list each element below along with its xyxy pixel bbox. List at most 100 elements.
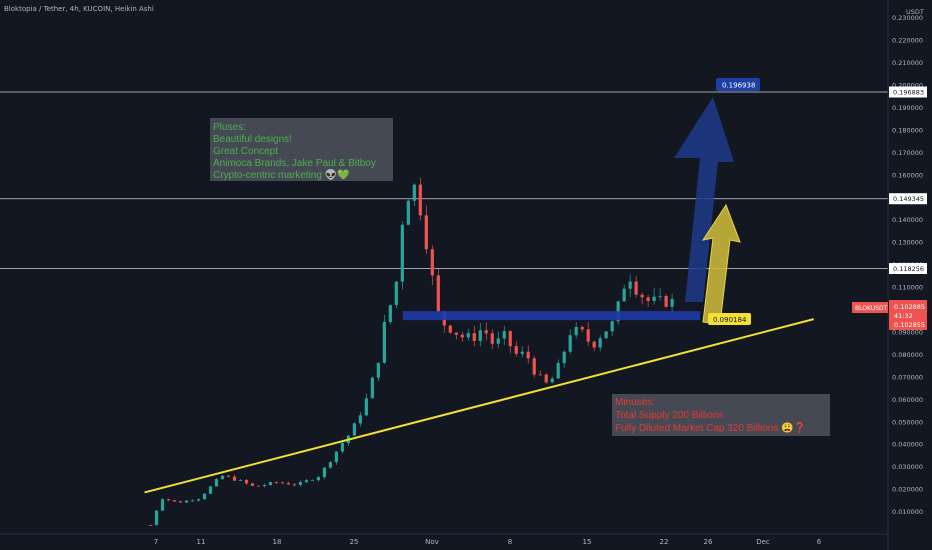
y-tick-label: 0.050000: [892, 418, 923, 426]
candle-body: [208, 486, 213, 494]
candle-body: [394, 281, 398, 306]
candle-body: [292, 484, 297, 486]
candle-body: [532, 358, 536, 375]
x-tick-label: 7: [154, 538, 158, 546]
candle-body: [526, 351, 530, 359]
candle-body: [400, 224, 404, 282]
level-price-tag: [889, 86, 927, 98]
candle-body: [550, 378, 554, 383]
symbol-tag: BLOKUSDT: [855, 305, 888, 312]
candle-body: [574, 327, 578, 336]
candle-body: [664, 296, 668, 307]
pluses-line-4: Crypto-centric marketing 👽💚: [213, 168, 350, 181]
candle-body: [412, 184, 416, 201]
y-tick-label: 0.170000: [892, 149, 923, 157]
target-label-text: 0.196938: [722, 82, 755, 90]
candle-body: [652, 296, 656, 301]
yellow-target-arrow: [701, 203, 741, 325]
target-price-label: 0.196938: [716, 78, 760, 91]
candle-body: [448, 325, 452, 333]
y-tick-label: 0.020000: [892, 486, 923, 494]
candle-body: [580, 327, 584, 330]
candle-body: [556, 363, 560, 379]
x-tick-label: 15: [583, 538, 592, 546]
candle-body: [646, 297, 650, 301]
y-tick-label: 0.090000: [892, 328, 923, 336]
pluses-line-2: Great Concept: [213, 146, 278, 157]
y-tick-label: 0.180000: [892, 126, 923, 134]
candle-body: [658, 296, 662, 297]
candle-body: [202, 493, 207, 500]
x-tick-label: 26: [704, 538, 713, 546]
close-price: 0.102855: [894, 321, 925, 329]
x-tick-label: 6: [817, 538, 822, 546]
minuses-annotation[interactable]: Minuses: Total Supply 200 Billions Fully…: [612, 394, 830, 436]
minuses-line-1: Total Supply 200 Billions: [615, 410, 723, 421]
candle-body: [634, 281, 638, 295]
pluses-line-1: Beautiful designs!: [213, 134, 292, 145]
trendline-price-label: 0.090184: [708, 313, 751, 325]
y-tick-label: 0.010000: [892, 508, 923, 516]
pluses-line-3: Animoca Brands, Jake Paul & Bitboy: [213, 158, 376, 169]
y-tick-label: 0.190000: [892, 104, 923, 112]
candle-body: [226, 475, 231, 477]
candle-body: [178, 501, 183, 503]
candle-body: [172, 500, 177, 502]
candle-body: [628, 281, 632, 289]
candle-body: [502, 331, 506, 339]
current-price-tag: BLOKUSDT 0.102885 41:32 0.102855: [852, 300, 927, 330]
level-price-text: 0.118256: [893, 265, 924, 273]
candle-body: [598, 338, 602, 348]
trendline-label-text: 0.090184: [713, 316, 747, 324]
level-price-tag: [889, 193, 927, 205]
candle-body: [460, 334, 464, 338]
candle-body: [538, 374, 542, 376]
y-tick-label: 0.220000: [892, 37, 923, 45]
y-tick-label: 0.060000: [892, 396, 923, 404]
current-price: 0.102885: [894, 303, 925, 311]
candle-body: [250, 483, 255, 486]
y-tick-label: 0.110000: [892, 284, 923, 292]
trend-line: [144, 318, 814, 494]
candle-body: [322, 467, 327, 478]
candle-body: [544, 374, 548, 383]
candle-body: [370, 377, 374, 399]
minuses-line-2: Fully Diluted Market Cap 320 Billions 😩❓: [615, 421, 806, 434]
x-tick-label: 22: [660, 538, 669, 546]
candle-body: [622, 288, 626, 302]
candle-body: [406, 200, 410, 225]
candle-body: [604, 331, 608, 339]
blue-target-arrow: [674, 97, 734, 302]
candle-body: [286, 483, 291, 485]
candle-body: [214, 479, 219, 487]
candle-body: [388, 305, 392, 322]
y-tick-label: 0.080000: [892, 351, 923, 359]
pluses-annotation[interactable]: Pluses: Beautiful designs! Great Concept…: [210, 118, 393, 181]
candle-body: [376, 362, 380, 378]
candle-body: [562, 351, 566, 364]
candle-body: [352, 423, 356, 436]
candle-body: [232, 476, 237, 481]
candle-body: [484, 330, 488, 334]
y-tick-label: 0.200000: [892, 82, 923, 90]
candle-body: [196, 499, 201, 501]
y-tick-label: 0.140000: [892, 216, 923, 224]
candle-body: [310, 480, 315, 481]
candle-body: [490, 333, 494, 344]
candle-body: [304, 480, 309, 483]
candle-body: [184, 500, 189, 503]
candle-body: [478, 330, 482, 341]
candle-body: [274, 482, 279, 483]
candle-body: [316, 477, 321, 481]
x-tick-label: 11: [197, 538, 206, 546]
candle-body: [364, 398, 368, 416]
y-tick-label: 0.070000: [892, 373, 923, 381]
candle-body: [256, 485, 261, 487]
candle-body: [586, 329, 590, 342]
x-tick-label: 25: [350, 538, 359, 546]
candle-body: [262, 484, 267, 487]
candle-body: [190, 500, 195, 502]
minuses-line-0: Minuses:: [615, 397, 655, 408]
